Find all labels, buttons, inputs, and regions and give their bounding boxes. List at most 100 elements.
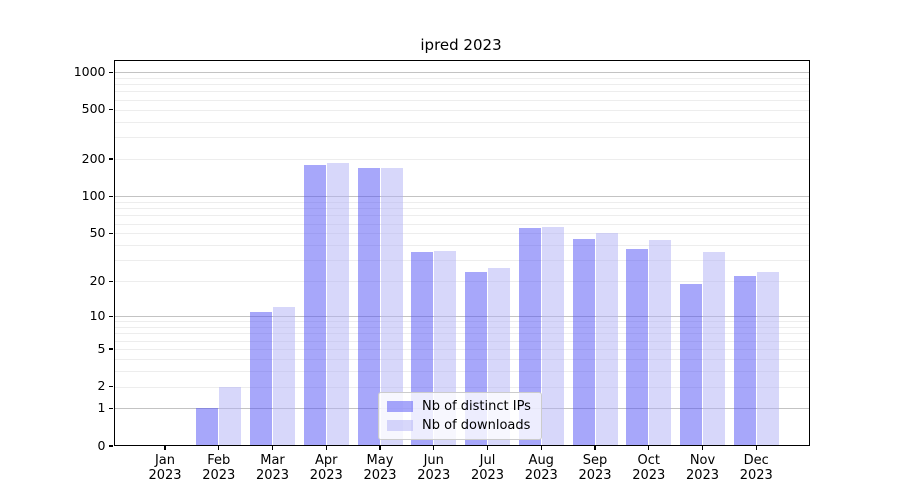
gridline-major [113, 72, 810, 74]
x-tick-month: Feb [207, 453, 231, 468]
y-tick-mark [109, 348, 113, 350]
x-tick-label: Jun 2023 [402, 453, 466, 483]
bar [357, 167, 380, 446]
y-tick-label: 20 [89, 272, 106, 288]
gridline-minor [113, 260, 810, 262]
y-tick-label: 2 [97, 378, 106, 394]
x-tick-month: Jun [423, 453, 444, 468]
legend-swatch-distinct-ips [387, 401, 413, 412]
y-tick-mark [109, 232, 113, 234]
y-tick-mark [109, 109, 113, 111]
x-tick-year: 2023 [417, 468, 451, 483]
y-tick-label: 50 [89, 224, 106, 240]
y-tick-mark [109, 445, 113, 447]
gridline-minor [113, 137, 810, 139]
gridline-minor [113, 121, 810, 123]
legend-label-downloads: Nb of downloads [422, 418, 531, 433]
gridline-minor [113, 245, 810, 247]
x-tick-month: Apr [315, 453, 338, 468]
y-tick-mark [109, 315, 113, 317]
gridline-minor [113, 91, 810, 93]
x-tick-month: Aug [528, 453, 554, 468]
legend-swatch-downloads [387, 420, 413, 431]
x-tick-mark [218, 446, 220, 450]
gridline-minor [113, 223, 810, 225]
bar [196, 408, 219, 446]
x-tick-mark [648, 446, 650, 450]
x-tick-mark [379, 446, 381, 450]
y-tick-mark [109, 385, 113, 388]
gridline-major [113, 196, 810, 198]
x-tick-year: 2023 [524, 468, 558, 483]
gridline-minor [113, 358, 810, 360]
y-tick-label: 1 [97, 399, 106, 415]
x-tick-mark [486, 446, 489, 450]
y-tick-label: 10 [89, 307, 106, 323]
y-tick-mark [109, 407, 113, 410]
x-tick-month: Jan [154, 453, 176, 468]
x-tick-label: Mar 2023 [241, 453, 305, 483]
x-tick-month: Nov [689, 453, 716, 468]
x-tick-label: May 2023 [348, 453, 412, 483]
legend-row-distinct-ips: Nb of distinct IPs [387, 399, 531, 414]
x-tick-label: Feb 2023 [187, 453, 251, 483]
gridline-minor [113, 99, 810, 101]
x-tick-month: Mar [260, 453, 285, 468]
gridline-minor [113, 201, 810, 203]
bar [303, 164, 326, 446]
x-tick-year: 2023 [363, 468, 397, 483]
y-tick-mark [109, 280, 113, 282]
plot-area [113, 60, 810, 446]
gridline-minor [113, 159, 810, 161]
chart-title: ipred 2023 [420, 36, 502, 54]
x-tick-mark [164, 446, 166, 450]
x-tick-month: Oct [637, 453, 660, 468]
gridline-minor [113, 370, 810, 372]
bar [703, 252, 725, 446]
gridline-minor [113, 349, 810, 351]
gridline-minor [113, 386, 810, 388]
y-tick-label: 200 [81, 150, 106, 166]
x-tick-year: 2023 [470, 468, 505, 483]
bar [219, 386, 242, 446]
x-tick-month: Sep [582, 453, 608, 468]
bar [733, 276, 756, 446]
x-tick-mark [755, 446, 757, 450]
y-tick-mark [109, 71, 113, 73]
gridline-minor [113, 215, 810, 217]
x-tick-mark [594, 446, 596, 450]
x-tick-mark [271, 446, 274, 450]
x-tick-label: Jan 2023 [133, 453, 197, 483]
y-tick-label: 5 [97, 340, 106, 356]
bar [626, 249, 649, 446]
gridline-minor [113, 333, 810, 335]
bar [250, 311, 272, 446]
gridline-minor [113, 84, 810, 86]
bar [380, 168, 403, 446]
x-tick-year: 2023 [739, 468, 773, 483]
bar [326, 162, 349, 446]
y-tick-label: 0 [97, 437, 106, 453]
x-tick-year: 2023 [309, 468, 343, 483]
x-tick-label: Sep 2023 [563, 453, 627, 483]
x-tick-year: 2023 [632, 468, 666, 483]
x-tick-mark [540, 446, 542, 450]
bar [572, 238, 595, 446]
gridline-minor [113, 77, 810, 79]
gridline-minor [113, 321, 810, 323]
x-tick-year: 2023 [578, 468, 612, 483]
x-tick-mark [325, 446, 327, 450]
x-tick-label: Jul 2023 [456, 453, 520, 483]
legend-label-distinct-ips: Nb of distinct IPs [422, 399, 531, 414]
x-tick-label: Apr 2023 [294, 453, 358, 483]
x-tick-year: 2023 [202, 468, 236, 483]
bar [595, 233, 618, 446]
gridline-minor [113, 233, 810, 235]
bar [756, 271, 779, 446]
x-tick-label: Nov 2023 [671, 453, 735, 483]
x-tick-label: Oct 2023 [617, 453, 681, 483]
legend-row-downloads: Nb of downloads [387, 418, 531, 433]
x-tick-year: 2023 [255, 468, 290, 483]
bar [680, 283, 702, 446]
